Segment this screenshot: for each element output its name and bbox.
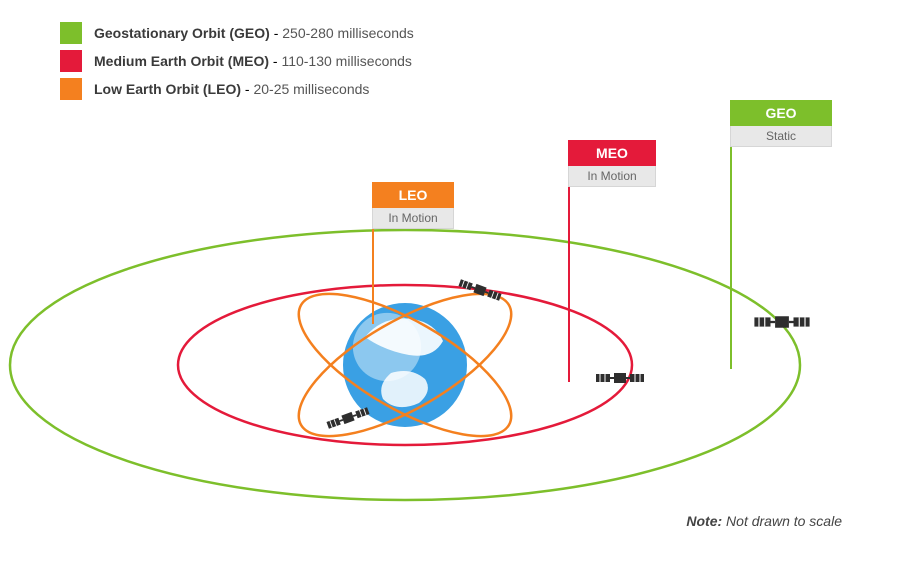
flag-pole xyxy=(568,187,570,382)
satellite-icon xyxy=(458,278,502,301)
leo-flag: LEO In Motion xyxy=(372,182,454,324)
flag-title: MEO xyxy=(568,140,656,166)
flag-subtitle: In Motion xyxy=(372,208,454,229)
flag-pole xyxy=(730,147,732,369)
flag-pole xyxy=(372,229,374,324)
scale-note: Note: Not drawn to scale xyxy=(686,513,842,529)
flag-subtitle: In Motion xyxy=(568,166,656,187)
meo-flag: MEO In Motion xyxy=(568,140,656,382)
note-text: Not drawn to scale xyxy=(722,513,842,529)
satellite-icon xyxy=(326,406,370,429)
note-label: Note: xyxy=(686,513,722,529)
flag-subtitle: Static xyxy=(730,126,832,147)
geo-flag: GEO Static xyxy=(730,100,832,369)
flag-title: LEO xyxy=(372,182,454,208)
flag-title: GEO xyxy=(730,100,832,126)
